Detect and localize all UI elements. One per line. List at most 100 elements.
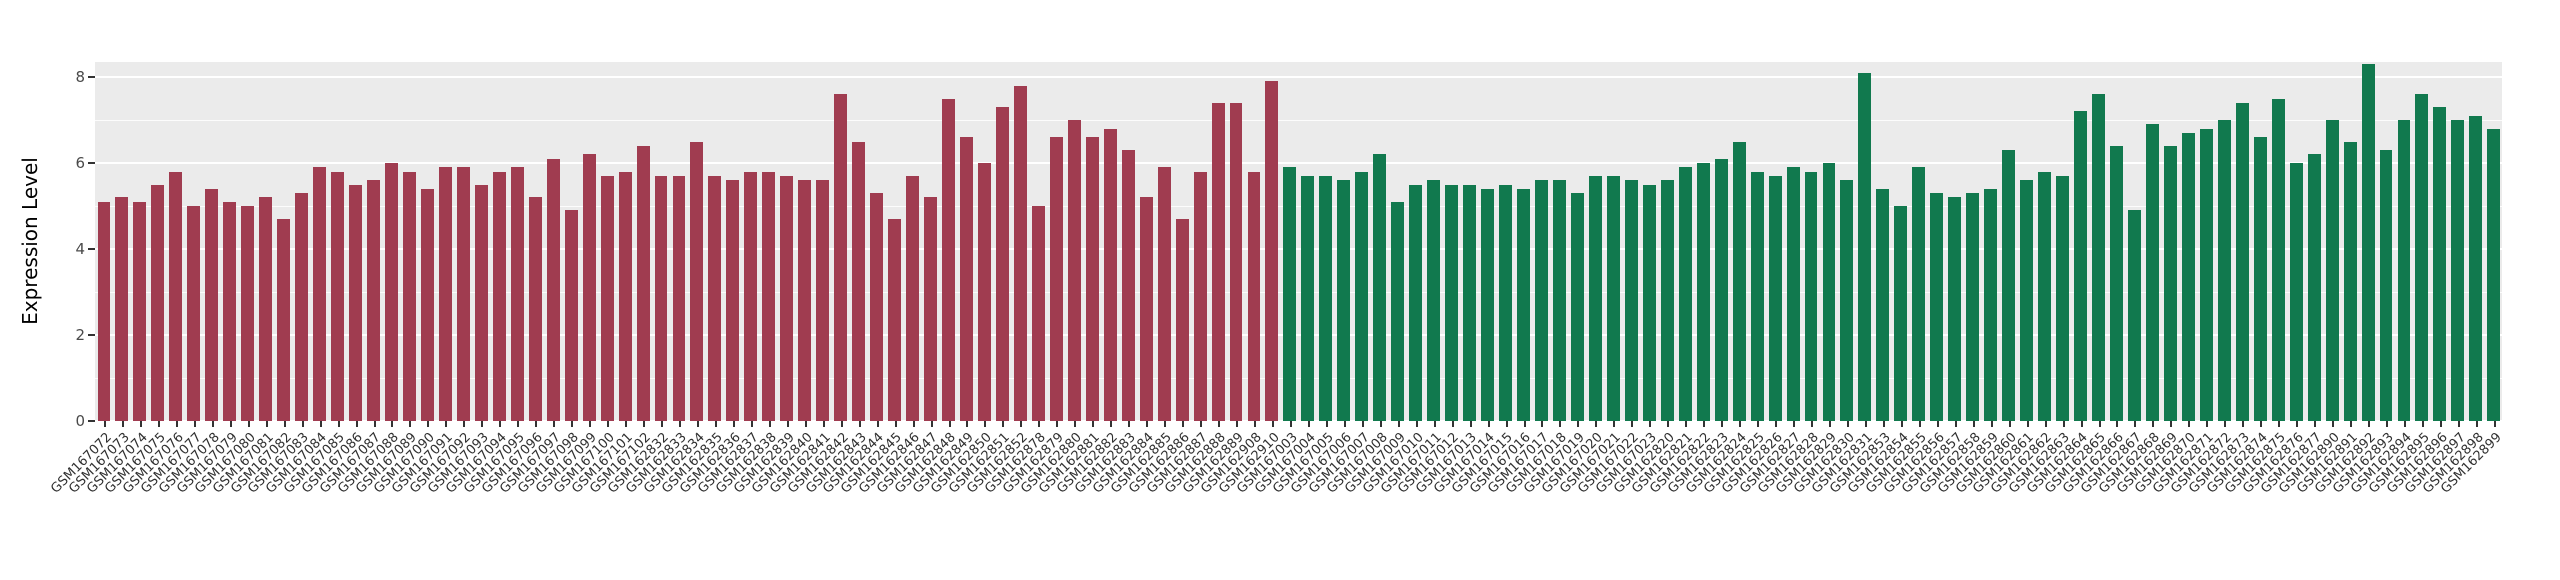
bar-cell — [1748, 62, 1766, 421]
x-tick: GSM162820 — [1611, 421, 1678, 580]
x-tick-mark — [1972, 421, 1975, 427]
x-tick-mark — [768, 421, 771, 427]
bar-cell — [940, 62, 958, 421]
x-tick-mark — [409, 421, 412, 427]
x-tick: GSM162823 — [1665, 421, 1732, 580]
bar-GSM167003 — [1283, 167, 1297, 421]
x-tick-mark — [589, 421, 592, 427]
bar-cell — [1317, 62, 1335, 421]
x-tick: GSM167018 — [1503, 421, 1570, 580]
bar-GSM162866 — [2110, 145, 2123, 421]
bar-GSM162850 — [977, 163, 991, 421]
x-tick: GSM162846 — [857, 421, 923, 580]
bar-GSM167011 — [1427, 180, 1441, 421]
x-tick-mark — [265, 421, 268, 427]
bar-cell — [1299, 62, 1317, 421]
bar-cell — [95, 62, 113, 421]
bar-GSM167074 — [133, 201, 147, 421]
x-tick: GSM162829 — [1773, 421, 1840, 580]
x-tick-mark — [1379, 421, 1382, 427]
x-tick: GSM162879 — [1000, 421, 1067, 580]
bar-GSM162880 — [1067, 120, 1081, 421]
bar-GSM167079 — [223, 201, 237, 421]
x-tick-mark — [1236, 421, 1239, 427]
bar-GSM167086 — [349, 184, 363, 421]
bar-GSM162863 — [2056, 175, 2070, 421]
bar-cell — [1694, 62, 1712, 421]
bar-GSM167080 — [241, 206, 255, 421]
x-tick: GSM167075 — [102, 421, 168, 580]
x-tick: GSM162841 — [767, 421, 833, 580]
x-tick-mark — [786, 421, 789, 427]
bar-GSM162833 — [672, 175, 686, 421]
bar-GSM167098 — [564, 210, 578, 421]
bar-GSM162854 — [1894, 206, 1908, 421]
x-tick-mark — [463, 421, 466, 427]
bar-GSM167084 — [313, 167, 327, 421]
x-tick-mark — [157, 421, 160, 427]
bar-cell — [1407, 62, 1425, 421]
bar-GSM162874 — [2253, 137, 2267, 421]
x-tick-mark — [1092, 421, 1095, 427]
x-tick: GSM167101 — [569, 421, 636, 580]
bar-cell — [1802, 62, 1820, 421]
x-tick-mark — [1451, 421, 1454, 427]
bar-GSM162832 — [654, 175, 668, 421]
x-tick: GSM162857 — [1899, 421, 1965, 580]
x-tick: GSM162899 — [2438, 421, 2504, 580]
x-tick: GSM162830 — [1791, 421, 1858, 580]
x-tick: GSM167089 — [353, 421, 420, 580]
bar-cell — [1856, 62, 1874, 421]
bar-cell — [1964, 62, 1982, 421]
x-tick-mark — [103, 421, 106, 427]
x-tick: GSM162840 — [749, 421, 815, 580]
x-tick-mark — [1056, 421, 1059, 427]
bar-cell — [1784, 62, 1802, 421]
x-tick: GSM162894 — [2348, 421, 2415, 580]
x-tick: GSM167097 — [497, 421, 564, 580]
bars-container — [95, 62, 2502, 421]
x-tick-mark — [2224, 421, 2227, 427]
x-tick-mark — [607, 421, 610, 427]
bar-GSM162820 — [1660, 180, 1674, 421]
bar-GSM162848 — [942, 98, 955, 421]
x-tick: GSM162851 — [946, 421, 1013, 580]
bar-cell — [2161, 62, 2179, 421]
bar-cell — [1658, 62, 1676, 421]
bar-GSM162888 — [1211, 102, 1225, 421]
bar-GSM162841 — [816, 180, 830, 421]
bar-cell — [1928, 62, 1946, 421]
x-tick-mark — [373, 421, 376, 427]
bar-GSM162853 — [1876, 188, 1890, 421]
bar-cell — [2179, 62, 2197, 421]
x-tick-mark — [1397, 421, 1400, 427]
x-tick: GSM162848 — [893, 421, 959, 580]
bar-GSM162898 — [2469, 115, 2483, 421]
x-tick-mark — [948, 421, 951, 427]
bar-cell — [1497, 62, 1515, 421]
x-tick-mark — [1811, 421, 1814, 427]
gridline-minor — [95, 291, 2502, 293]
bar-GSM162858 — [1966, 193, 1980, 421]
bar-cell — [1479, 62, 1497, 421]
x-tick: GSM167083 — [246, 421, 312, 580]
bar-cell — [113, 62, 131, 421]
x-tick: GSM162888 — [1162, 421, 1229, 580]
bar-GSM162897 — [2451, 120, 2465, 421]
x-tick-mark — [2386, 421, 2389, 427]
x-tick: GSM162892 — [2312, 421, 2379, 580]
x-tick-mark — [1271, 421, 1274, 427]
x-tick-mark — [661, 421, 664, 427]
x-tick: GSM162874 — [2204, 421, 2271, 580]
x-tick: GSM162897 — [2402, 421, 2468, 580]
bar-GSM162871 — [2199, 128, 2213, 421]
bar-GSM162825 — [1750, 171, 1764, 421]
bar-cell — [886, 62, 904, 421]
x-tick: GSM167090 — [371, 421, 438, 580]
bar-GSM162869 — [2163, 145, 2177, 421]
x-tick-mark — [1936, 421, 1939, 427]
y-tick-mark — [88, 76, 95, 78]
x-tick-mark — [1505, 421, 1508, 427]
x-tick-mark — [696, 421, 699, 427]
x-tick-mark — [1721, 421, 1724, 427]
